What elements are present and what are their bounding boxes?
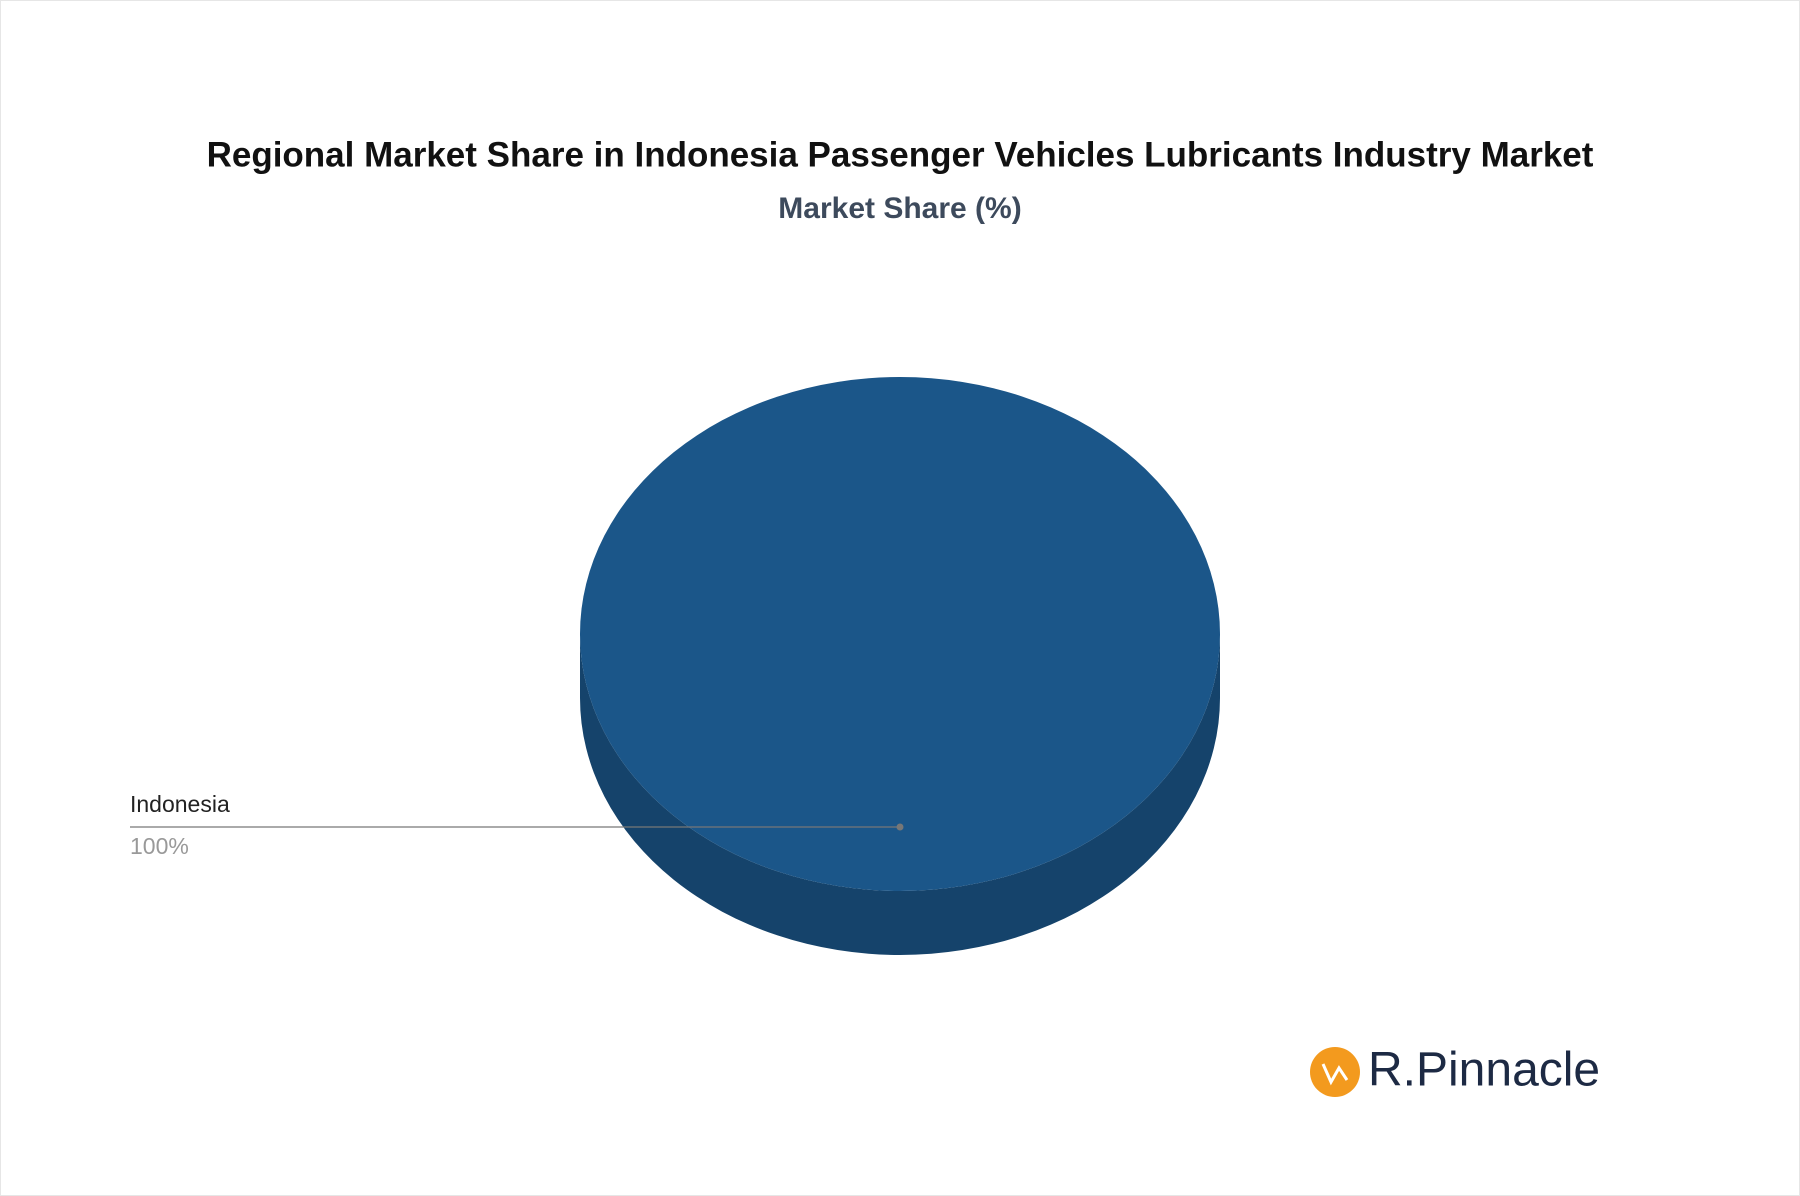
chart-title: Regional Market Share in Indonesia Passe… (207, 135, 1594, 174)
chart-subtitle: Market Share (%) (778, 192, 1021, 225)
pie-slice (580, 377, 1220, 891)
slice-label: Indonesia (130, 791, 230, 817)
logo-glyph (1321, 1063, 1349, 1086)
slice-value: 100% (130, 833, 189, 859)
leader-dot (896, 823, 904, 831)
pie-side (580, 634, 1220, 955)
logo: R.Pinnacle (1310, 1044, 1600, 1097)
logo-text: R.Pinnacle (1368, 1044, 1600, 1097)
pie (580, 377, 1220, 955)
labels: Indonesia 100% (130, 791, 904, 859)
